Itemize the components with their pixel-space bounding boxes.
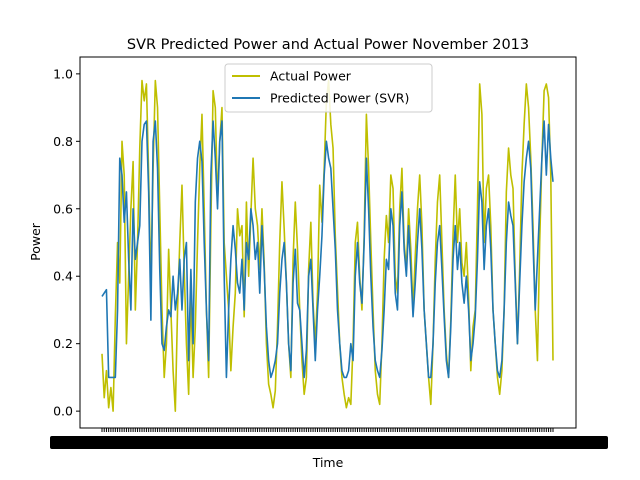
y-axis: 0.0 0.2 0.4 0.6 0.8 1.0 [53,66,80,419]
y-axis-label: Power [28,222,43,261]
x-tick-labels-overlap [50,436,608,449]
y-tick-label-1: 0.2 [53,336,73,351]
y-tick-label-2: 0.4 [53,269,73,284]
plot-area [79,56,577,429]
legend-box [224,63,433,113]
x-axis [50,428,608,449]
plot-frame [79,56,577,429]
y-tick-label-0: 0.0 [53,404,73,419]
series-line-predicted-power [101,120,554,379]
x-axis-label: Time [312,455,344,470]
legend-label-actual: Actual Power [270,69,352,84]
y-tick-label-4: 0.8 [53,134,73,149]
y-tick-label-3: 0.6 [53,201,73,216]
chart-title: SVR Predicted Power and Actual Power Nov… [127,37,529,53]
y-tick-label-5: 1.0 [53,66,73,81]
legend: Actual Power Predicted Power (SVR) [224,63,433,113]
legend-label-predicted: Predicted Power (SVR) [270,91,409,106]
